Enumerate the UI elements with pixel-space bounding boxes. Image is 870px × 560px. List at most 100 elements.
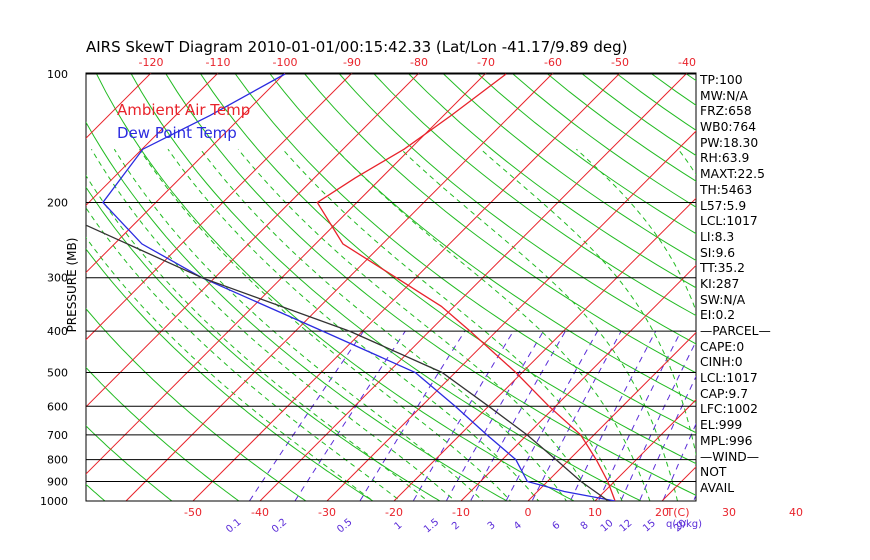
- dry-adiabat-line: [756, 74, 870, 510]
- pressure-tick-label: 500: [47, 366, 68, 379]
- temp-tick-label-bottom: -20: [385, 506, 403, 519]
- isotherm-line: [125, 73, 554, 501]
- stat-line: LCL:1017: [700, 371, 758, 386]
- dry-adiabat-line: [200, 73, 696, 465]
- temp-tick-label-bottom: -50: [184, 506, 202, 519]
- mixing-ratio-line: [294, 330, 406, 501]
- temp-tick-label-top: -40: [678, 56, 696, 69]
- dry-adiabat-line: [86, 425, 173, 501]
- dry-adiabat-line: [339, 73, 696, 345]
- isotherm-line: [863, 73, 870, 501]
- isotherm-line: [393, 197, 696, 501]
- stat-line: LFC:1002: [700, 402, 758, 417]
- temp-tick-label-top: -120: [139, 56, 164, 69]
- isotherm-line: [796, 73, 870, 501]
- mixing-ratio-line: [620, 340, 696, 501]
- chart-title: AIRS SkewT Diagram 2010-01-01/00:15:42.3…: [86, 38, 628, 56]
- stat-line: CAPE:0: [700, 339, 745, 354]
- mixing-ratio-tick-label: 10: [599, 518, 616, 535]
- dry-adiabat-line: [825, 74, 870, 510]
- dry-adiabat-line: [860, 74, 870, 510]
- y-axis-label: PRESSURE (MB): [65, 237, 79, 333]
- mixing-ratio-tick-label: 4: [512, 520, 524, 533]
- pressure-tick-label: 200: [47, 197, 68, 210]
- isotherm-line: [460, 264, 696, 501]
- dry-adiabat-line: [86, 248, 374, 501]
- pressure-tick-label: 800: [47, 454, 68, 467]
- temp-axis-unit-label: T(C): [666, 506, 690, 519]
- dry-adiabat-line: [86, 366, 240, 501]
- isotherm-line: [86, 73, 420, 408]
- mixing-ratio-tick-label: 1: [393, 520, 405, 533]
- stat-line: EL:999: [700, 418, 743, 433]
- pressure-tick-label: 100: [47, 68, 68, 81]
- temp-tick-label-top: -70: [477, 56, 495, 69]
- legend-ambient-air-temp: Ambient Air Temp: [117, 101, 251, 119]
- plot-area: [85, 72, 697, 502]
- dry-adiabat-line: [791, 74, 870, 510]
- stat-line: MAXT:22.5: [700, 167, 765, 182]
- mixing-ratio-line: [531, 330, 622, 501]
- mixing-ratio-line: [569, 330, 657, 501]
- stats-panel: TP:100 MW:N/A FRZ:658 WB0:764 PW:18.30 R…: [700, 73, 771, 497]
- mixing-ratio-unit-label: q(g/kg): [666, 519, 702, 530]
- mixing-ratio-tick-label: 6: [550, 520, 562, 533]
- stat-line: EI:0.2: [700, 308, 736, 323]
- stat-line: CINH:0: [700, 355, 743, 370]
- stat-line: FRZ:658: [700, 104, 752, 119]
- dry-adiabat-line: [130, 73, 643, 501]
- mixing-ratio-tick-label: 8: [579, 520, 591, 533]
- pressure-tick-label: 400: [47, 325, 68, 338]
- temp-tick-label-top: -50: [611, 56, 629, 69]
- dry-adiabat-line: [86, 308, 307, 501]
- mixing-ratio-line: [768, 331, 836, 510]
- isotherm-line: [326, 130, 696, 501]
- isotherm-line: [86, 73, 487, 475]
- stat-line: TT:35.2: [700, 261, 745, 276]
- mixing-ratio-line: [359, 330, 466, 501]
- temp-tick-label-bottom: 30: [722, 506, 736, 519]
- stat-line: —WIND—: [700, 449, 760, 464]
- pressure-tick-label: 900: [47, 475, 68, 488]
- stat-line: TH:5463: [700, 182, 753, 197]
- stat-line: CAP:9.7: [700, 386, 749, 401]
- stat-line: AVAIL: [700, 480, 735, 495]
- stat-line: LCL:1017: [700, 214, 758, 229]
- temp-tick-label-bottom: -40: [251, 506, 269, 519]
- mixing-ratio-tick-label: 15: [641, 518, 658, 535]
- parcel-path-line: [86, 224, 609, 501]
- pressure-tick-label: 300: [47, 272, 68, 285]
- isotherm-line: [192, 73, 621, 501]
- isotherm-line: [86, 73, 353, 341]
- mixing-ratio-line: [597, 330, 682, 501]
- temp-tick-label-bottom: 20: [655, 506, 669, 519]
- stat-line: RH:63.9: [700, 151, 750, 166]
- temp-tick-label-top: -80: [410, 56, 428, 69]
- temp-tick-label-top: -110: [206, 56, 231, 69]
- stat-line: MPL:996: [700, 433, 753, 448]
- dry-adiabat-line: [269, 73, 696, 404]
- pressure-tick-label: 1000: [40, 495, 68, 508]
- dry-adiabat-line: [96, 73, 575, 501]
- stat-line: MW:N/A: [700, 88, 748, 103]
- mixing-ratio-tick-label: 0.1: [224, 517, 243, 536]
- dry-adiabat-line: [0, 74, 48, 510]
- pressure-tick-label: 600: [47, 400, 68, 413]
- temp-tick-label-bottom: 40: [789, 506, 803, 519]
- mixing-ratio-line: [248, 330, 365, 501]
- stat-line: SW:N/A: [700, 292, 746, 307]
- mixing-ratio-line: [505, 330, 599, 501]
- mixing-ratio-tick-label: 3: [486, 520, 498, 533]
- stat-line: SI:9.6: [700, 245, 736, 260]
- temp-tick-label-bottom: -30: [318, 506, 336, 519]
- stat-line: WB0:764: [700, 120, 757, 135]
- ambient-air-temp-line: [316, 73, 616, 501]
- dew-point-temp-line: [102, 73, 616, 501]
- stat-line: LI:8.3: [700, 229, 735, 244]
- stat-line: L57:5.9: [700, 198, 747, 213]
- mixing-ratio-tick-label: 1.5: [422, 517, 441, 536]
- isotherm-line: [86, 73, 219, 207]
- legend-dew-point-temp: Dew Point Temp: [117, 124, 237, 142]
- isotherm-line: [0, 73, 17, 501]
